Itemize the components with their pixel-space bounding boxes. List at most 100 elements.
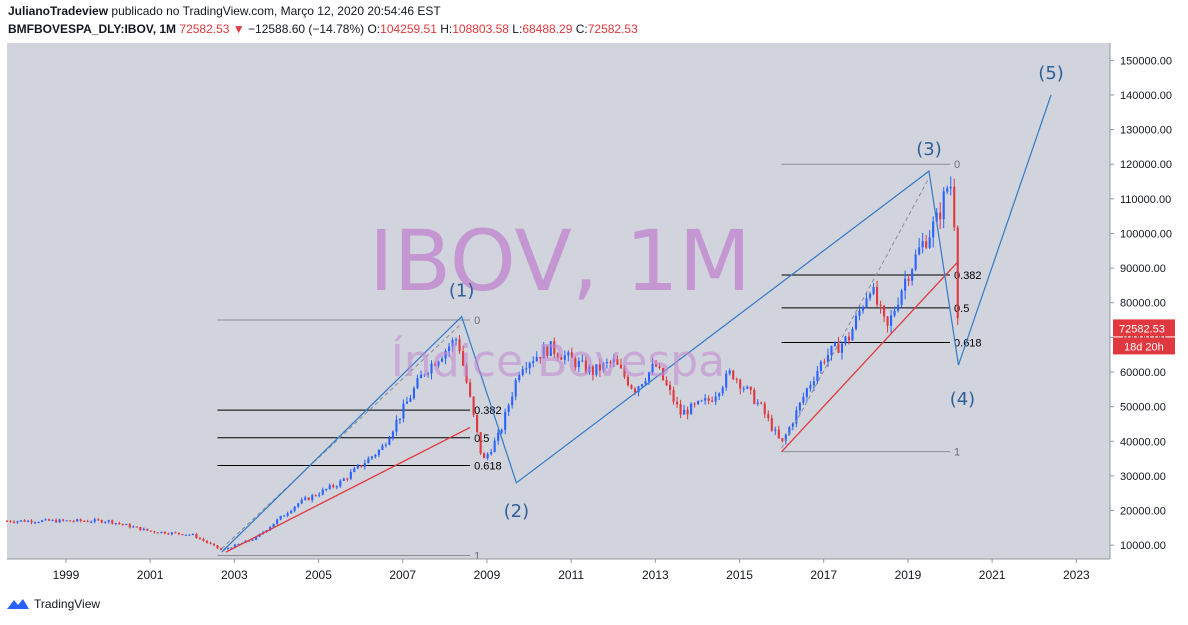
candle-body bbox=[546, 346, 549, 357]
candle-body bbox=[374, 454, 377, 457]
low-value: 68488.29 bbox=[522, 22, 573, 36]
candle-body bbox=[840, 343, 844, 353]
candle-body bbox=[911, 269, 914, 281]
change-value: −12588.60 (−14.78%) bbox=[248, 22, 365, 36]
time-tick-label: 2011 bbox=[558, 568, 584, 582]
candle-body bbox=[953, 186, 956, 228]
candle-body bbox=[609, 362, 612, 364]
candle-body bbox=[360, 465, 363, 467]
candle-body bbox=[195, 534, 198, 538]
candle-body bbox=[784, 434, 787, 442]
candle-body bbox=[90, 521, 93, 523]
candle-body bbox=[430, 363, 433, 374]
candle-body bbox=[661, 368, 665, 381]
candle-body bbox=[58, 519, 61, 523]
candle-body bbox=[812, 381, 815, 386]
candle-body bbox=[721, 387, 724, 394]
candle-body bbox=[588, 366, 591, 373]
candle-body bbox=[325, 488, 328, 490]
price-tick-label: 50000.00 bbox=[1120, 402, 1166, 414]
candle-body bbox=[739, 379, 742, 389]
candle-body bbox=[802, 396, 805, 403]
candle-body bbox=[925, 241, 928, 248]
candle-body bbox=[12, 521, 16, 523]
candle-body bbox=[535, 356, 538, 362]
price-tags: 72582.53 18d 20h bbox=[1113, 319, 1175, 355]
candle-body bbox=[949, 186, 952, 189]
candle-body bbox=[409, 398, 412, 402]
candle-body bbox=[647, 372, 651, 382]
price-tick-label: 100000.00 bbox=[1120, 228, 1172, 240]
candle-body bbox=[669, 385, 672, 391]
candle-body bbox=[314, 495, 317, 497]
candle-body bbox=[233, 544, 237, 548]
time-tick-label: 1999 bbox=[53, 568, 80, 582]
candle-body bbox=[339, 480, 342, 487]
candle-body bbox=[191, 534, 194, 536]
last-price-tag-label: 72582.53 bbox=[1119, 323, 1165, 335]
candle-body bbox=[690, 403, 693, 415]
candle-body bbox=[55, 519, 58, 523]
candle-body bbox=[693, 403, 696, 405]
trendline bbox=[781, 260, 959, 453]
candle-body bbox=[823, 361, 826, 363]
candle-body bbox=[41, 520, 44, 523]
candle-body bbox=[93, 519, 96, 522]
close-label: C: bbox=[575, 22, 588, 36]
candle-body bbox=[844, 336, 847, 344]
candle-body bbox=[725, 373, 728, 388]
candle-body bbox=[900, 290, 903, 305]
candle-body bbox=[805, 388, 808, 397]
candle-body bbox=[304, 497, 307, 500]
candle-body bbox=[574, 358, 577, 368]
candle-body bbox=[686, 409, 689, 415]
candle-body bbox=[665, 380, 668, 386]
time-tick-label: 2017 bbox=[810, 568, 837, 582]
candle-body bbox=[269, 526, 272, 531]
candle-body bbox=[521, 369, 524, 375]
candle-body bbox=[868, 293, 872, 299]
candle-body bbox=[921, 241, 924, 248]
candle-body bbox=[226, 548, 230, 550]
candle-body bbox=[125, 524, 128, 526]
tradingview-logo-icon bbox=[7, 599, 29, 609]
fib-level-label: 1 bbox=[474, 551, 480, 563]
candle-body bbox=[398, 418, 401, 420]
candle-body bbox=[760, 402, 763, 404]
wave-label: (4) bbox=[950, 389, 976, 410]
candles bbox=[5, 176, 959, 551]
candle-body bbox=[718, 393, 721, 397]
candle-body bbox=[788, 427, 791, 435]
price-tick-label: 10000.00 bbox=[1120, 540, 1166, 552]
candle-body bbox=[679, 404, 682, 415]
candle-body bbox=[851, 328, 854, 341]
last-price: 72582.53 bbox=[179, 22, 230, 36]
candle-body bbox=[51, 519, 54, 521]
candle-body bbox=[497, 432, 500, 441]
candle-body bbox=[854, 315, 858, 329]
candle-body bbox=[819, 361, 822, 372]
candle-body bbox=[476, 414, 479, 433]
candle-body bbox=[251, 539, 254, 541]
candle-body bbox=[735, 379, 738, 381]
candle-body bbox=[34, 522, 37, 524]
candle-body bbox=[128, 524, 131, 528]
candle-body bbox=[290, 510, 293, 514]
candle-body bbox=[149, 530, 152, 532]
fib-level-label: 0 bbox=[474, 315, 480, 327]
candle-body bbox=[132, 526, 135, 528]
candle-body bbox=[816, 371, 819, 382]
time-tick-label: 2003 bbox=[221, 568, 248, 582]
candle-body bbox=[904, 278, 907, 291]
candle-body bbox=[763, 403, 766, 415]
candle-body bbox=[353, 468, 356, 472]
candle-body bbox=[458, 339, 461, 352]
trendline bbox=[225, 426, 471, 553]
candle-body bbox=[525, 368, 528, 370]
time-tick-label: 2005 bbox=[305, 568, 332, 582]
plot-area bbox=[7, 43, 1110, 559]
open-label: O: bbox=[367, 22, 381, 36]
tradingview-footer[interactable]: TradingView bbox=[6, 597, 100, 611]
candle-body bbox=[658, 366, 661, 369]
